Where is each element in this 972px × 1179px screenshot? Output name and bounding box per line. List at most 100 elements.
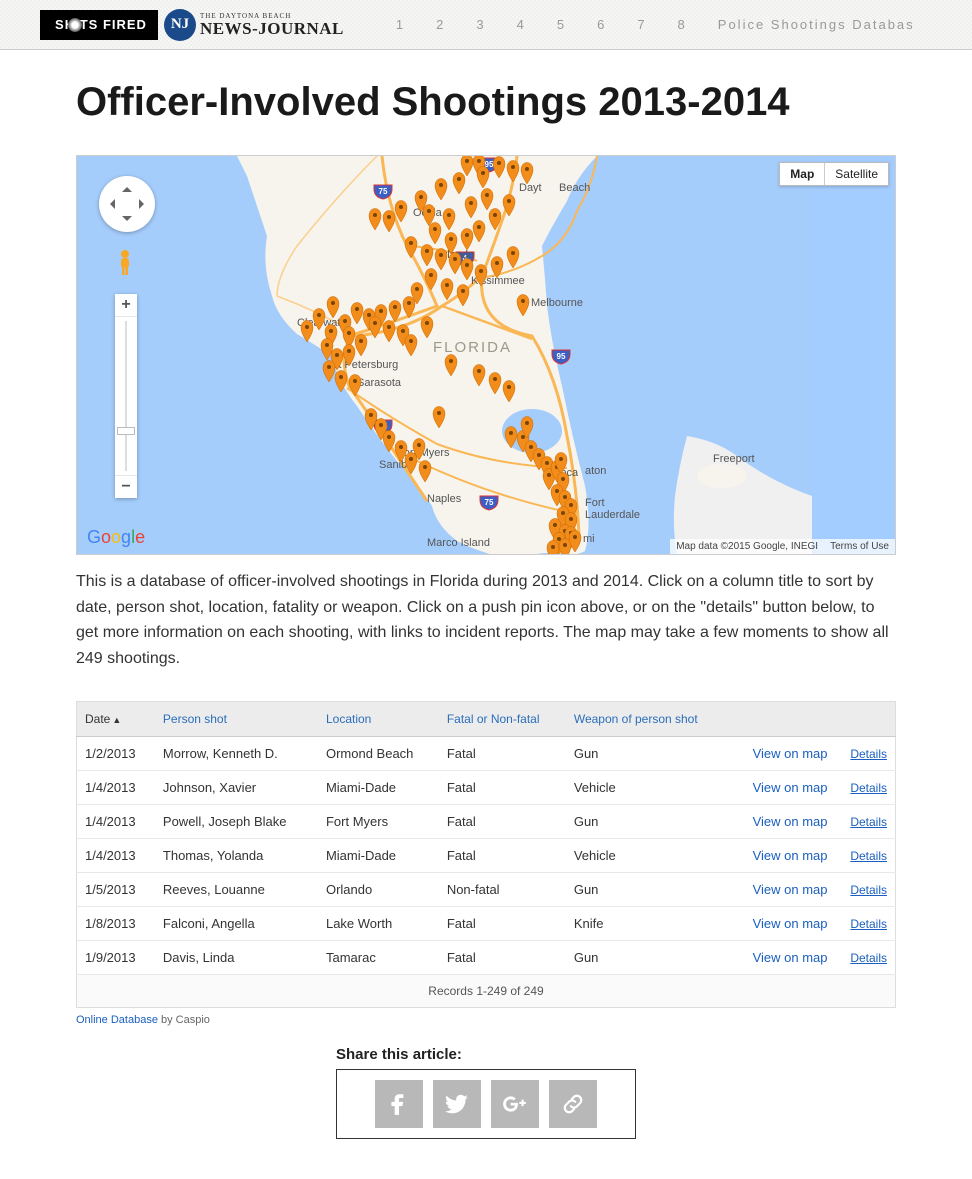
cell-weapon: Knife — [566, 907, 729, 941]
table-row: 1/9/2013Davis, LindaTamaracFatalGunView … — [77, 941, 896, 975]
zoom-out-button[interactable]: − — [115, 476, 137, 498]
pan-down-button[interactable] — [122, 216, 132, 226]
cell-date: 1/4/2013 — [77, 771, 155, 805]
view-on-map-link[interactable]: View on map — [753, 916, 828, 931]
column-header[interactable]: Date▲ — [77, 702, 155, 737]
news-journal-logo[interactable]: NJ THE DAYTONA BEACH NEWS-JOURNAL — [164, 8, 344, 42]
map-type-satellite-button[interactable]: Satellite — [824, 163, 888, 185]
cell-date: 1/8/2013 — [77, 907, 155, 941]
map-type-control: Map Satellite — [779, 162, 889, 186]
streetview-pegman[interactable] — [115, 248, 135, 276]
page-title: Officer-Involved Shootings 2013-2014 — [76, 80, 896, 125]
cell-weapon: Vehicle — [566, 839, 729, 873]
table-row: 1/8/2013Falconi, AngellaLake WorthFatalK… — [77, 907, 896, 941]
details-link[interactable]: Details — [850, 917, 887, 931]
view-on-map-link[interactable]: View on map — [753, 814, 828, 829]
twitter-icon — [444, 1091, 470, 1117]
facebook-icon — [386, 1091, 412, 1117]
map-pin[interactable] — [547, 541, 559, 556]
cell-location: Miami-Dade — [318, 839, 439, 873]
view-on-map-link[interactable]: View on map — [753, 780, 828, 795]
online-database-link[interactable]: Online Database — [76, 1014, 158, 1026]
details-link[interactable]: Details — [850, 747, 887, 761]
cell-fatal: Fatal — [439, 771, 566, 805]
svg-text:Marco Island: Marco Island — [427, 537, 490, 549]
table-row: 1/5/2013Reeves, LouanneOrlandoNon-fatalG… — [77, 873, 896, 907]
svg-text:Lauderdale: Lauderdale — [585, 509, 640, 521]
cell-location: Ormond Beach — [318, 737, 439, 771]
view-on-map-link[interactable]: View on map — [753, 848, 828, 863]
cell-location: Fort Myers — [318, 805, 439, 839]
pan-left-button[interactable] — [105, 199, 115, 209]
svg-text:Freeport: Freeport — [713, 453, 755, 465]
share-label: Share this article: — [336, 1046, 636, 1063]
cell-weapon: Gun — [566, 941, 729, 975]
cell-person: Thomas, Yolanda — [155, 839, 318, 873]
map-attribution: Map data ©2015 Google, INEGI Terms of Us… — [670, 539, 895, 554]
cell-person: Davis, Linda — [155, 941, 318, 975]
cell-weapon: Gun — [566, 737, 729, 771]
column-header[interactable]: Location — [318, 702, 439, 737]
cell-weapon: Vehicle — [566, 771, 729, 805]
view-on-map-link[interactable]: View on map — [753, 950, 828, 965]
cell-weapon: Gun — [566, 805, 729, 839]
column-header[interactable]: Weapon of person shot — [566, 702, 729, 737]
map-terms-link[interactable]: Terms of Use — [824, 539, 895, 554]
shots-fired-logo[interactable]: SH TS FIRED — [40, 10, 158, 40]
cell-fatal: Non-fatal — [439, 873, 566, 907]
column-header[interactable]: Person shot — [155, 702, 318, 737]
map-type-map-button[interactable]: Map — [780, 163, 824, 185]
pan-right-button[interactable] — [139, 199, 149, 209]
details-link[interactable]: Details — [850, 781, 887, 795]
caspio-suffix: by Caspio — [158, 1014, 210, 1026]
nav-link-3[interactable]: 3 — [460, 17, 500, 32]
cell-location: Tamarac — [318, 941, 439, 975]
share-googleplus-button[interactable] — [491, 1080, 539, 1128]
caspio-credit: Online Database by Caspio — [76, 1014, 896, 1026]
svg-text:Sarasota: Sarasota — [357, 377, 402, 389]
table-row: 1/2/2013Morrow, Kenneth D.Ormond BeachFa… — [77, 737, 896, 771]
share-link-button[interactable] — [549, 1080, 597, 1128]
zoom-slider-handle[interactable] — [117, 427, 135, 435]
shootings-table: Date▲Person shotLocationFatal or Non-fat… — [76, 701, 896, 1008]
nav-link-5[interactable]: 5 — [541, 17, 581, 32]
details-link[interactable]: Details — [850, 883, 887, 897]
cell-location: Miami-Dade — [318, 771, 439, 805]
share-twitter-button[interactable] — [433, 1080, 481, 1128]
nav-link-4[interactable]: 4 — [501, 17, 541, 32]
details-link[interactable]: Details — [850, 951, 887, 965]
google-map[interactable]: 75954757595 OcalaDaytBeachOrlandoKissimm… — [76, 155, 896, 555]
cell-person: Johnson, Xavier — [155, 771, 318, 805]
nav-link-2[interactable]: 2 — [420, 17, 460, 32]
details-link[interactable]: Details — [850, 849, 887, 863]
nav-link-1[interactable]: 1 — [380, 17, 420, 32]
map-canvas[interactable]: 75954757595 OcalaDaytBeachOrlandoKissimm… — [77, 156, 812, 555]
details-link[interactable]: Details — [850, 815, 887, 829]
svg-text:aton: aton — [585, 465, 606, 477]
cell-person: Morrow, Kenneth D. — [155, 737, 318, 771]
map-pan-control — [99, 176, 155, 232]
sort-ascending-icon: ▲ — [112, 715, 121, 725]
google-logo: Google — [87, 527, 145, 548]
nav-link-7[interactable]: 7 — [621, 17, 661, 32]
map-data-attribution: Map data ©2015 Google, INEGI — [670, 539, 824, 554]
nav-link-6[interactable]: 6 — [581, 17, 621, 32]
cell-fatal: Fatal — [439, 941, 566, 975]
nav-link-8[interactable]: 8 — [662, 17, 702, 32]
cell-location: Lake Worth — [318, 907, 439, 941]
nj-bottom-text: NEWS-JOURNAL — [200, 20, 344, 37]
share-facebook-button[interactable] — [375, 1080, 423, 1128]
column-header[interactable]: Fatal or Non-fatal — [439, 702, 566, 737]
cell-person: Reeves, Louanne — [155, 873, 318, 907]
cell-fatal: Fatal — [439, 907, 566, 941]
zoom-slider-track[interactable] — [115, 316, 137, 476]
view-on-map-link[interactable]: View on map — [753, 882, 828, 897]
svg-text:95: 95 — [557, 352, 566, 361]
cell-person: Powell, Joseph Blake — [155, 805, 318, 839]
nav-link-9[interactable]: Police Shootings Databas — [702, 17, 931, 32]
shots-fired-text: SH TS FIRED — [55, 17, 147, 32]
cell-date: 1/5/2013 — [77, 873, 155, 907]
pan-up-button[interactable] — [122, 182, 132, 192]
view-on-map-link[interactable]: View on map — [753, 746, 828, 761]
zoom-in-button[interactable]: + — [115, 294, 137, 316]
